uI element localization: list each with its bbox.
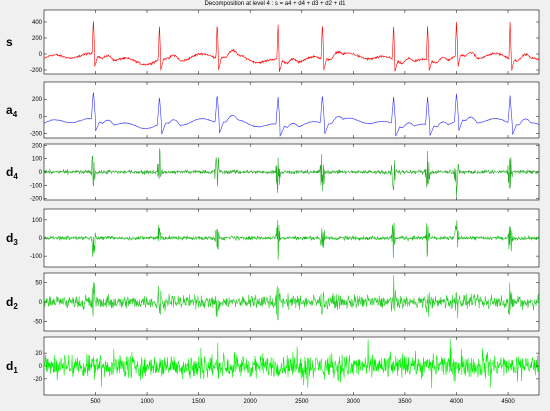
panel-label-sub-d2: 2	[13, 302, 18, 311]
ytick-label-a4: -200	[30, 132, 43, 138]
ytick-label-d1: 20	[35, 351, 42, 357]
ytick-label-d1: -20	[33, 377, 42, 383]
xtick-label: 1500	[192, 399, 206, 405]
series-d1	[44, 338, 539, 389]
series-a4	[44, 92, 539, 138]
panel-label-sub-d3: 3	[13, 238, 18, 247]
panel-label-s: s	[6, 35, 13, 49]
panel-label-d1: d1	[6, 359, 18, 375]
ytick-label-d1: 0	[39, 364, 43, 370]
series-d2	[44, 275, 539, 321]
panel-label-d2: d2	[6, 295, 18, 311]
panel-label-sub-d1: 1	[13, 366, 18, 375]
axes-a4	[43, 81, 540, 139]
panel-label-sub-d4: 4	[13, 172, 18, 181]
panel-label-d3: d3	[6, 231, 18, 247]
ytick-label-a4: 200	[32, 97, 43, 103]
ytick-label-d4: -200	[30, 197, 43, 203]
ytick-label-s: 0	[39, 52, 43, 58]
xtick-label: 3500	[398, 399, 412, 405]
xtick-label: 1000	[140, 399, 154, 405]
ytick-label-d4: 100	[32, 157, 43, 163]
ytick-label-d3: 0	[39, 236, 43, 242]
ytick-label-d4: -100	[30, 183, 43, 189]
ytick-label-d3: -100	[30, 254, 43, 260]
xtick-label: 2500	[295, 399, 309, 405]
panel-label-a4: a4	[6, 103, 18, 119]
ytick-label-d3: 100	[32, 218, 43, 224]
xtick-label: 4000	[450, 399, 464, 405]
ytick-label-a4: 0	[39, 114, 43, 120]
ytick-label-d4: 0	[39, 170, 43, 176]
xtick-label: 500	[90, 399, 101, 405]
ytick-label-d2: 50	[35, 281, 42, 287]
panel-label-sub-a4: 4	[13, 110, 18, 119]
figure-title: Decomposition at level 4 : s = a4 + d4 +…	[204, 1, 346, 7]
ytick-label-d4: 200	[32, 143, 43, 149]
ytick-label-s: 400	[32, 20, 43, 26]
xtick-label: 2000	[244, 399, 258, 405]
ytick-label-d2: 0	[39, 300, 43, 306]
ytick-label-s: -200	[30, 68, 43, 74]
series-s	[44, 21, 539, 72]
series-d3	[44, 220, 539, 260]
xtick-label: 3000	[347, 399, 361, 405]
ytick-label-d2: -50	[33, 319, 42, 325]
panel-label-d4: d4	[6, 165, 18, 181]
series-d4	[44, 148, 539, 197]
xtick-label: 4500	[501, 399, 515, 405]
ytick-label-s: 200	[32, 36, 43, 42]
axes-s	[43, 9, 540, 75]
